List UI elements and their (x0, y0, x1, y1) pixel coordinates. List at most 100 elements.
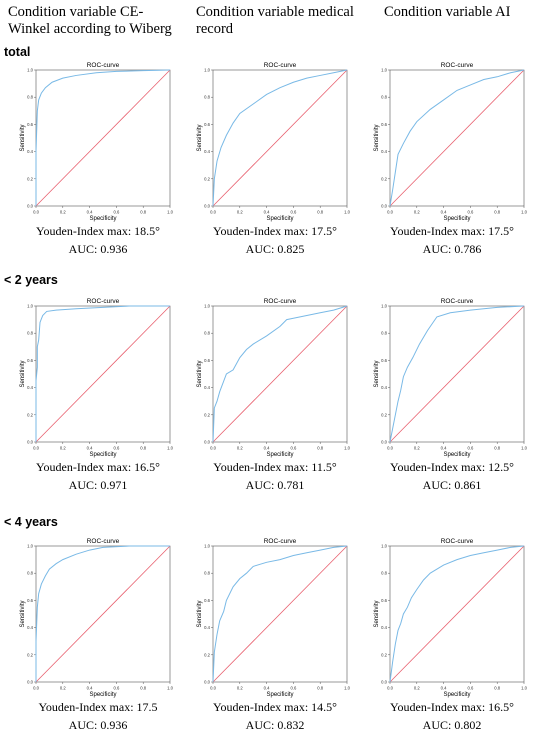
y-tick-label: 0.4 (381, 385, 387, 390)
roc-curve-line (389, 69, 525, 207)
roc-chart: ROC-curve 0.00.0 0.2 0.2 0.4 0.4 0.6 0.6 0.8 0.8 1… (20, 298, 174, 458)
x-tick-label: 1.0 (521, 210, 527, 215)
y-tick-label: 0.2 (381, 652, 387, 657)
y-tick-label: 0.2 (381, 412, 387, 417)
row-label-total: total (4, 45, 31, 59)
x-tick-label: 1.0 (344, 686, 350, 691)
x-tick-label: 0.8 (317, 446, 323, 451)
x-tick-label: 1.0 (167, 446, 173, 451)
x-tick-label: 0.6 (467, 446, 473, 451)
x-tick-label: 0.4 (87, 446, 93, 451)
auc-caption: AUC: 0.825 (245, 242, 305, 256)
y-tick-label: 0.6 (27, 598, 33, 603)
youden-index-caption: Youden-Index max: 16.5° (390, 700, 514, 714)
youden-index-caption: Youden-Index max: 12.5° (390, 460, 514, 474)
plot-frame (212, 69, 348, 207)
plot-frame (389, 69, 525, 207)
x-tick-label: 0.8 (494, 210, 500, 215)
roc-panel: ROC-curve 0.0 0.0 0.2 0.2 0.4 0.4 0.6 0.6 0.8 0.8 1… (18, 60, 178, 270)
y-tick-label: 0.4 (204, 385, 210, 390)
y-tick-label: 1.0 (381, 68, 387, 73)
auc-caption: AUC: 0.936 (68, 718, 128, 732)
auc-caption: AUC: 0.786 (422, 242, 482, 256)
y-tick-label: 0.0 (381, 440, 387, 445)
y-tick-label: 1.0 (27, 304, 33, 309)
x-tick-label: 0.2 (60, 446, 66, 451)
y-tick-label: 0.6 (204, 598, 210, 603)
y-tick-label: 1.0 (381, 304, 387, 309)
y-tick-label: 1.0 (204, 68, 210, 73)
chart-title: ROC-curve (441, 538, 474, 545)
x-tick-label: 1.0 (344, 446, 350, 451)
x-tick-label: 0.2 (237, 686, 243, 691)
y-tick-label: 0.2 (27, 412, 33, 417)
x-axis-label: Specificity (89, 452, 116, 458)
youden-index-caption: Youden-Index max: 17.5° (213, 224, 337, 238)
x-tick-label: 0.0 (210, 210, 216, 215)
chart-title: ROC-curve (441, 62, 474, 69)
youden-index-caption: Youden-Index max: 17.5° (390, 224, 514, 238)
x-tick-label: 0.8 (140, 446, 146, 451)
roc-curve-line (212, 545, 348, 683)
youden-index-caption: Youden-Index max: 18.5° (36, 224, 160, 238)
reference-line (35, 545, 171, 683)
y-tick-label: 0.6 (381, 358, 387, 363)
y-tick-label: 0.8 (27, 331, 33, 336)
y-tick-label: 0.8 (204, 331, 210, 336)
reference-line (212, 545, 348, 683)
y-tick-label: 0.2 (204, 176, 210, 181)
y-tick-label: 0.0 (27, 440, 33, 445)
x-axis-label: Specificity (89, 216, 116, 222)
y-tick-label: 0.6 (204, 358, 210, 363)
auc-caption: AUC: 0.971 (68, 478, 128, 492)
roc-curve-line (35, 545, 170, 682)
reference-line (389, 69, 525, 207)
roc-panel: ROC-curve 0.0 0.0 0.2 0.2 0.4 0.4 0.6 0.6 0.8 0.8 1… (372, 296, 532, 506)
roc-chart: ROC-curve 0.00.0 0.2 0.2 0.4 0.4 0.6 0.6 0.8 0.8 1… (20, 62, 174, 222)
roc-panel: ROC-curve 0.0 0.0 0.2 0.2 0.4 0.4 0.6 0.6 0.8 0.8 1… (372, 60, 532, 270)
x-tick-label: 1.0 (521, 686, 527, 691)
x-tick-label: 0.4 (441, 446, 447, 451)
y-axis-label: Sensitivity (20, 124, 26, 151)
chart-title: ROC-curve (87, 298, 120, 305)
youden-index-caption: Youden-Index max: 17.5 (38, 700, 158, 714)
y-tick-label: 0.4 (381, 149, 387, 154)
y-axis-label: Sensitivity (197, 124, 203, 151)
roc-chart: ROC-curve 0.00.0 0.2 0.2 0.4 0.4 0.6 0.6 0.8 0.8 1… (197, 538, 351, 698)
x-tick-label: 0.2 (414, 686, 420, 691)
x-tick-label: 1.0 (521, 446, 527, 451)
roc-panel: ROC-curve 0.0 0.0 0.2 0.2 0.4 0.4 0.6 0.6 0.8 0.8 1… (195, 60, 355, 270)
column-header-ai: Condition variable AI (384, 4, 511, 20)
x-tick-label: 0.2 (414, 210, 420, 215)
plot-frame (212, 305, 348, 443)
x-tick-label: 0.2 (237, 446, 243, 451)
x-axis-label: Specificity (266, 216, 293, 222)
y-tick-label: 0.8 (204, 95, 210, 100)
y-tick-label: 0.4 (381, 625, 387, 630)
roc-chart: ROC-curve 0.00.0 0.2 0.2 0.4 0.4 0.6 0.6 0.8 0.8 1… (197, 298, 351, 458)
y-tick-label: 1.0 (204, 304, 210, 309)
reference-line (389, 545, 525, 683)
roc-curve-line (35, 69, 171, 206)
youden-index-caption: Youden-Index max: 14.5° (213, 700, 337, 714)
y-tick-label: 0.4 (27, 149, 33, 154)
x-tick-label: 0.4 (441, 686, 447, 691)
auc-caption: AUC: 0.802 (422, 718, 482, 732)
y-axis-label: Sensitivity (374, 360, 380, 387)
x-tick-label: 0.6 (467, 686, 473, 691)
y-tick-label: 1.0 (204, 544, 210, 549)
y-tick-label: 1.0 (27, 544, 33, 549)
x-tick-label: 0.0 (33, 210, 39, 215)
roc-chart: ROC-curve 0.00.0 0.2 0.2 0.4 0.4 0.6 0.6 0.8 0.8 1… (374, 62, 528, 222)
y-tick-label: 0.0 (204, 204, 210, 209)
plot-frame (389, 305, 525, 443)
y-tick-label: 0.4 (27, 625, 33, 630)
x-tick-label: 0.6 (290, 686, 296, 691)
y-tick-label: 0.8 (381, 331, 387, 336)
y-tick-label: 0.0 (381, 204, 387, 209)
y-tick-label: 1.0 (381, 544, 387, 549)
y-tick-label: 0.0 (381, 680, 387, 685)
auc-caption: AUC: 0.781 (245, 478, 305, 492)
x-tick-label: 0.8 (494, 446, 500, 451)
chart-title: ROC-curve (264, 298, 297, 305)
